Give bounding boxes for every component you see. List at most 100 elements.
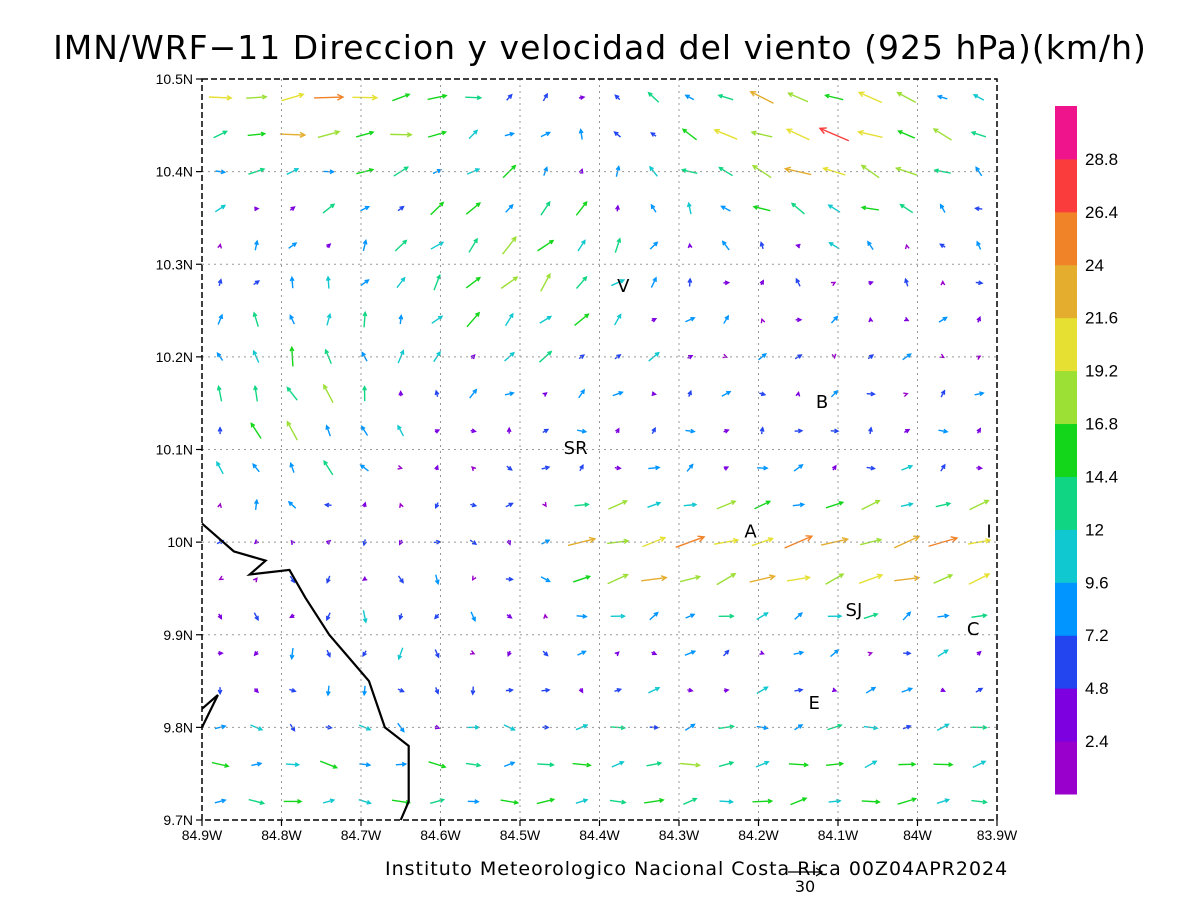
wind-vector <box>785 128 810 141</box>
station-labels: V SR B A I SJ C E <box>564 276 992 714</box>
wind-vector <box>470 611 476 623</box>
colorbar-segment <box>1055 529 1077 583</box>
y-tick-label: 10.2N <box>156 349 193 365</box>
wind-vector <box>860 205 879 211</box>
colorbar-segment <box>1055 264 1077 319</box>
wind-vector <box>893 535 921 549</box>
wind-vector <box>469 388 478 399</box>
wind-vector <box>251 761 263 767</box>
wind-vector <box>362 610 368 624</box>
wind-vector <box>858 573 884 584</box>
wind-vector <box>394 239 408 252</box>
wind-vector <box>536 797 556 805</box>
colorbar-segment <box>1055 582 1077 636</box>
reference-vector: 30 <box>788 867 824 896</box>
wind-vector <box>397 465 403 470</box>
wind-vector <box>894 575 921 582</box>
wind-vector <box>939 203 946 213</box>
wind-vector <box>396 276 406 289</box>
wind-vector <box>651 391 657 397</box>
colorbar: 2.4 4.8 7.2 9.6 12 14.4 16.8 19.2 21.6 24 26.4 28.8 <box>1055 106 1118 795</box>
y-tick-label: 10.5N <box>156 71 193 87</box>
wind-vector <box>933 762 954 768</box>
wind-vector <box>723 466 730 471</box>
wind-vector <box>397 647 404 661</box>
wind-vector <box>253 539 260 545</box>
wind-vector <box>398 613 404 621</box>
wind-vector <box>825 501 845 509</box>
wind-vector <box>216 385 223 402</box>
wind-vector <box>867 354 875 360</box>
wind-vector <box>500 276 519 289</box>
wind-vector <box>361 501 367 508</box>
colorbar-segment <box>1055 635 1077 689</box>
wind-vector <box>787 92 809 103</box>
wind-vector <box>716 572 737 586</box>
wind-vector <box>936 94 948 100</box>
wind-vector <box>289 275 295 289</box>
wind-vector <box>976 427 982 434</box>
wind-vector <box>720 205 731 212</box>
y-tick-label: 9.9N <box>163 627 193 643</box>
y-tick-label: 9.7N <box>163 812 193 828</box>
wind-vector <box>901 464 914 471</box>
wind-vector <box>465 202 481 215</box>
wind-vector <box>290 539 296 546</box>
wind-vector <box>253 688 259 694</box>
wind-vector <box>470 686 476 696</box>
wind-vector <box>281 92 305 102</box>
wind-vector <box>430 241 445 250</box>
colorbar-label: 2.4 <box>1085 732 1109 751</box>
wind-vector <box>759 241 765 250</box>
coastline <box>201 522 410 821</box>
wind-vector <box>936 723 950 731</box>
wind-vector <box>362 685 367 697</box>
wind-vector <box>687 242 693 249</box>
wind-vector <box>467 799 480 804</box>
x-tick-label: 84.9W <box>182 827 223 843</box>
wind-vector <box>431 315 444 324</box>
wind-vector <box>795 277 801 287</box>
wind-vector <box>611 279 626 287</box>
wind-vector <box>541 465 551 471</box>
wind-vector <box>940 687 946 692</box>
wind-vector <box>503 761 516 767</box>
wind-vector <box>830 281 837 287</box>
wind-vector <box>968 573 991 585</box>
wind-vector <box>932 128 952 141</box>
colorbar-segment <box>1055 423 1077 477</box>
x-tick-label: 84.2W <box>738 827 779 843</box>
wind-vector <box>822 166 846 176</box>
wind-vector <box>795 391 801 397</box>
wind-vector <box>607 538 630 545</box>
wind-vector <box>903 650 912 656</box>
wind-vector <box>217 313 224 325</box>
wind-vector <box>755 760 770 768</box>
wind-vector <box>217 426 223 435</box>
wind-vector <box>214 798 227 804</box>
y-axis: 9.7N 9.8N 9.9N 10N 10.1N 10.2N 10.3N 10.4N 10.5N <box>156 71 202 828</box>
x-tick-label: 84.3W <box>659 827 700 843</box>
chart-title: IMN/WRF−11 Direccion y velocidad del vie… <box>53 28 1147 67</box>
wind-vector <box>430 201 445 216</box>
wind-vector <box>721 390 732 397</box>
colorbar-label: 4.8 <box>1085 679 1109 698</box>
wind-vector <box>397 205 405 212</box>
wind-vector <box>289 461 295 473</box>
wind-vector <box>713 128 738 140</box>
wind-vector <box>784 535 814 549</box>
wind-vector <box>793 464 804 472</box>
wind-vector <box>575 275 588 289</box>
wind-vector <box>788 762 810 768</box>
wind-vector <box>975 280 984 286</box>
station-label-a: A <box>744 521 757 542</box>
x-tick-label: 84.5W <box>500 827 541 843</box>
wind-vector <box>723 428 730 434</box>
wind-vector <box>501 235 517 255</box>
wind-vector <box>567 536 597 547</box>
wind-vector <box>861 799 881 805</box>
wind-vector <box>831 687 838 693</box>
wind-vector <box>756 725 769 731</box>
y-tick-label: 10.4N <box>156 164 193 180</box>
